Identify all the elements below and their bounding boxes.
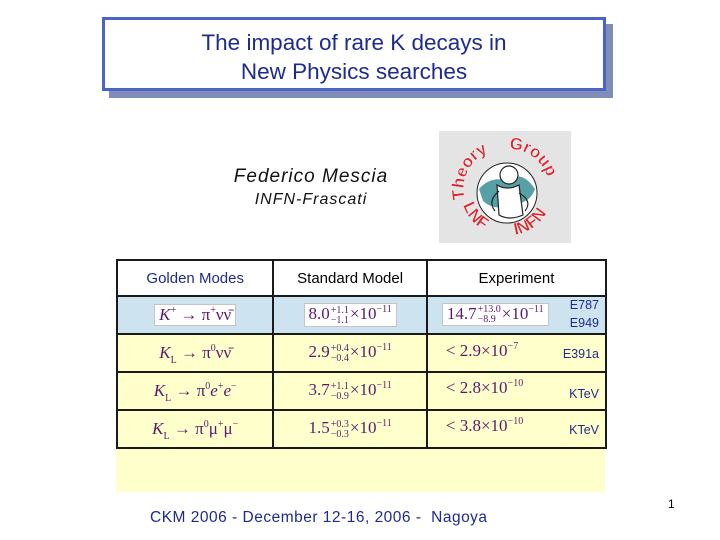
header-standard-model: Standard Model: [272, 259, 428, 297]
table-header-row: Golden Modes Standard Model Experiment: [115, 259, 608, 297]
sm-value: 2.9 +0.4 −0.4 ×10−11: [308, 342, 392, 364]
mode-formula-kl-nunu: KL → π0νν̄: [159, 343, 232, 366]
sm-cell: 3.7 +1.1 −0.9 ×10−11: [272, 371, 428, 411]
mode-formula-kl-ee: KL → π0e+e−: [153, 381, 237, 404]
experiment-label: E391a: [562, 347, 599, 361]
author-institution: INFN-Frascati: [254, 191, 368, 208]
author-block: Federico Mescia INFN-Frascati: [216, 165, 406, 211]
experiment-label: E787 E949: [569, 298, 599, 330]
experiment-cell: < 3.8×10−10 KTeV: [425, 409, 608, 449]
sm-cell: 1.5 +0.3 −0.3 ×10−11: [272, 409, 428, 449]
experiment-cell: < 2.9×10−7 E391a: [425, 333, 608, 373]
sm-value: 8.0 +1.1 −1.1 ×10−11: [303, 303, 397, 327]
sm-cell: 8.0 +1.1 −1.1 ×10−11: [272, 295, 428, 335]
mode-formula-kplus: K+ → π+νν̄: [154, 304, 237, 326]
experiment-value: < 2.9×10−7: [445, 341, 519, 360]
author-name: Federico Mescia: [233, 166, 389, 187]
table-row: KL → π0e+e− 3.7 +1.1 −0.9 ×10−11 < 2.8×10−1…: [115, 371, 608, 411]
theory-group-logo: Theory Group LNF INFN: [439, 131, 571, 243]
sm-cell: 2.9 +0.4 −0.4 ×10−11: [272, 333, 428, 373]
table-row: KL → π0μ+μ− 1.5 +0.3 −0.3 ×10−11 < 3.8×10−1…: [115, 409, 608, 449]
title-line-2: New Physics searches: [240, 59, 468, 84]
title-box: The impact of rare K decays in New Physi…: [102, 17, 606, 91]
sm-value: 3.7 +1.1 −0.9 ×10−11: [308, 380, 392, 402]
experiment-label: KTeV: [569, 423, 599, 437]
mode-cell: KL → π0μ+μ−: [115, 409, 275, 449]
mode-cell: KL → π0νν̄: [115, 333, 275, 373]
mode-cell: KL → π0e+e−: [115, 371, 275, 411]
mode-formula-kl-mumu: KL → π0μ+μ−: [152, 419, 239, 442]
page-number: 1: [668, 497, 675, 511]
experiment-cell: < 2.8×10−10 KTeV: [425, 371, 608, 411]
experiment-value: < 3.8×10−10: [445, 416, 524, 435]
golden-modes-table: Golden Modes Standard Model Experiment K…: [115, 259, 608, 449]
title-line-1: The impact of rare K decays in: [201, 30, 507, 55]
table-row: KL → π0νν̄ 2.9 +0.4 −0.4 ×10−11 < 2.9×10−7 …: [115, 333, 608, 373]
experiment-value: 14.7 +13.0 −8.9 ×10−11: [441, 303, 549, 327]
header-golden-modes: Golden Modes: [115, 259, 275, 297]
header-experiment: Experiment: [425, 259, 608, 297]
mode-cell: K+ → π+νν̄: [115, 295, 275, 335]
experiment-value: < 2.8×10−10: [445, 378, 524, 397]
sm-value: 1.5 +0.3 −0.3 ×10−11: [308, 418, 392, 440]
table-row: K+ → π+νν̄ 8.0 +1.1 −1.1 ×10−11 14.7 +13.0 −8…: [115, 295, 608, 335]
experiment-label: KTeV: [569, 387, 599, 401]
footer-text: CKM 2006 - December 12-16, 2006 - Nagoya: [150, 509, 488, 526]
experiment-cell: 14.7 +13.0 −8.9 ×10−11 E787 E949: [425, 295, 608, 335]
